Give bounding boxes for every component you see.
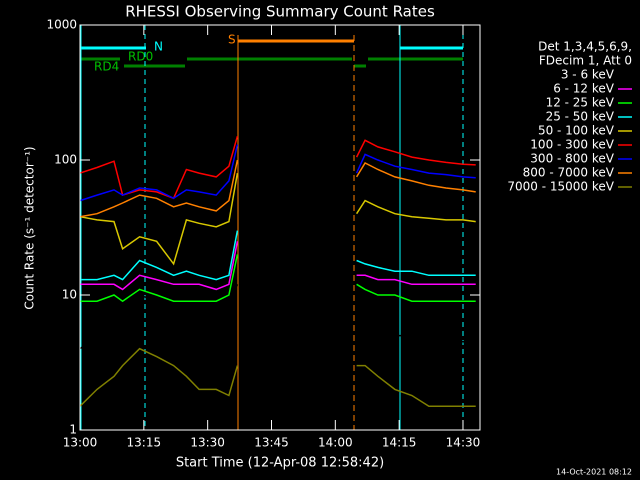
y-tick-label: 100 <box>54 153 77 167</box>
annotation: RD0 <box>128 50 153 64</box>
x-tick-label: 14:00 <box>318 436 353 450</box>
y-tick-label: 10 <box>62 288 77 302</box>
series-line <box>79 135 476 200</box>
annotation: RD4 <box>94 60 119 74</box>
series-line <box>79 159 476 218</box>
legend-label: 12 - 25 keV <box>546 96 615 110</box>
series-line <box>80 241 476 291</box>
legend-label: 50 - 100 keV <box>538 124 615 138</box>
x-tick-label: 13:30 <box>190 436 225 450</box>
legend-label: 6 - 12 keV <box>553 82 615 96</box>
y-tick-label: 1000 <box>46 18 77 32</box>
series-line <box>79 144 476 202</box>
legend-label: 25 - 50 keV <box>546 110 615 124</box>
plot-area <box>79 135 476 407</box>
chart-title: RHESSI Observing Summary Count Rates <box>125 3 435 21</box>
series-line <box>80 254 476 303</box>
x-axis-label: Start Time (12-Apr-08 12:58:42) <box>176 456 384 471</box>
annotation: S <box>228 33 236 47</box>
series-line <box>79 172 476 266</box>
series-line <box>79 347 476 407</box>
x-tick-label: 13:00 <box>63 436 98 450</box>
legend-header: FDecim 1, Att 0 <box>539 54 632 68</box>
legend-header: Det 1,3,4,5,6,9, <box>538 40 632 54</box>
legend-label: 7000 - 15000 keV <box>507 180 614 194</box>
series-line <box>79 284 476 350</box>
x-tick-label: 13:45 <box>254 436 289 450</box>
x-tick-label: 14:15 <box>382 436 417 450</box>
legend-label: 800 - 7000 keV <box>523 166 615 180</box>
x-tick-label: 14:30 <box>446 436 481 450</box>
plot-frame <box>79 24 481 431</box>
series-line <box>80 230 476 281</box>
legend-label: 300 - 800 keV <box>530 152 614 166</box>
timestamp: 14-Oct-2021 08:12 <box>556 468 632 477</box>
annotation: N <box>154 40 163 54</box>
legend-label: 3 - 6 keV <box>561 68 615 82</box>
legend-label: 100 - 300 keV <box>530 138 614 152</box>
x-tick-label: 13:15 <box>127 436 162 450</box>
y-axis-label: Count Rate (s⁻¹ detector⁻¹) <box>23 146 37 309</box>
y-tick-label: 1 <box>69 423 77 437</box>
